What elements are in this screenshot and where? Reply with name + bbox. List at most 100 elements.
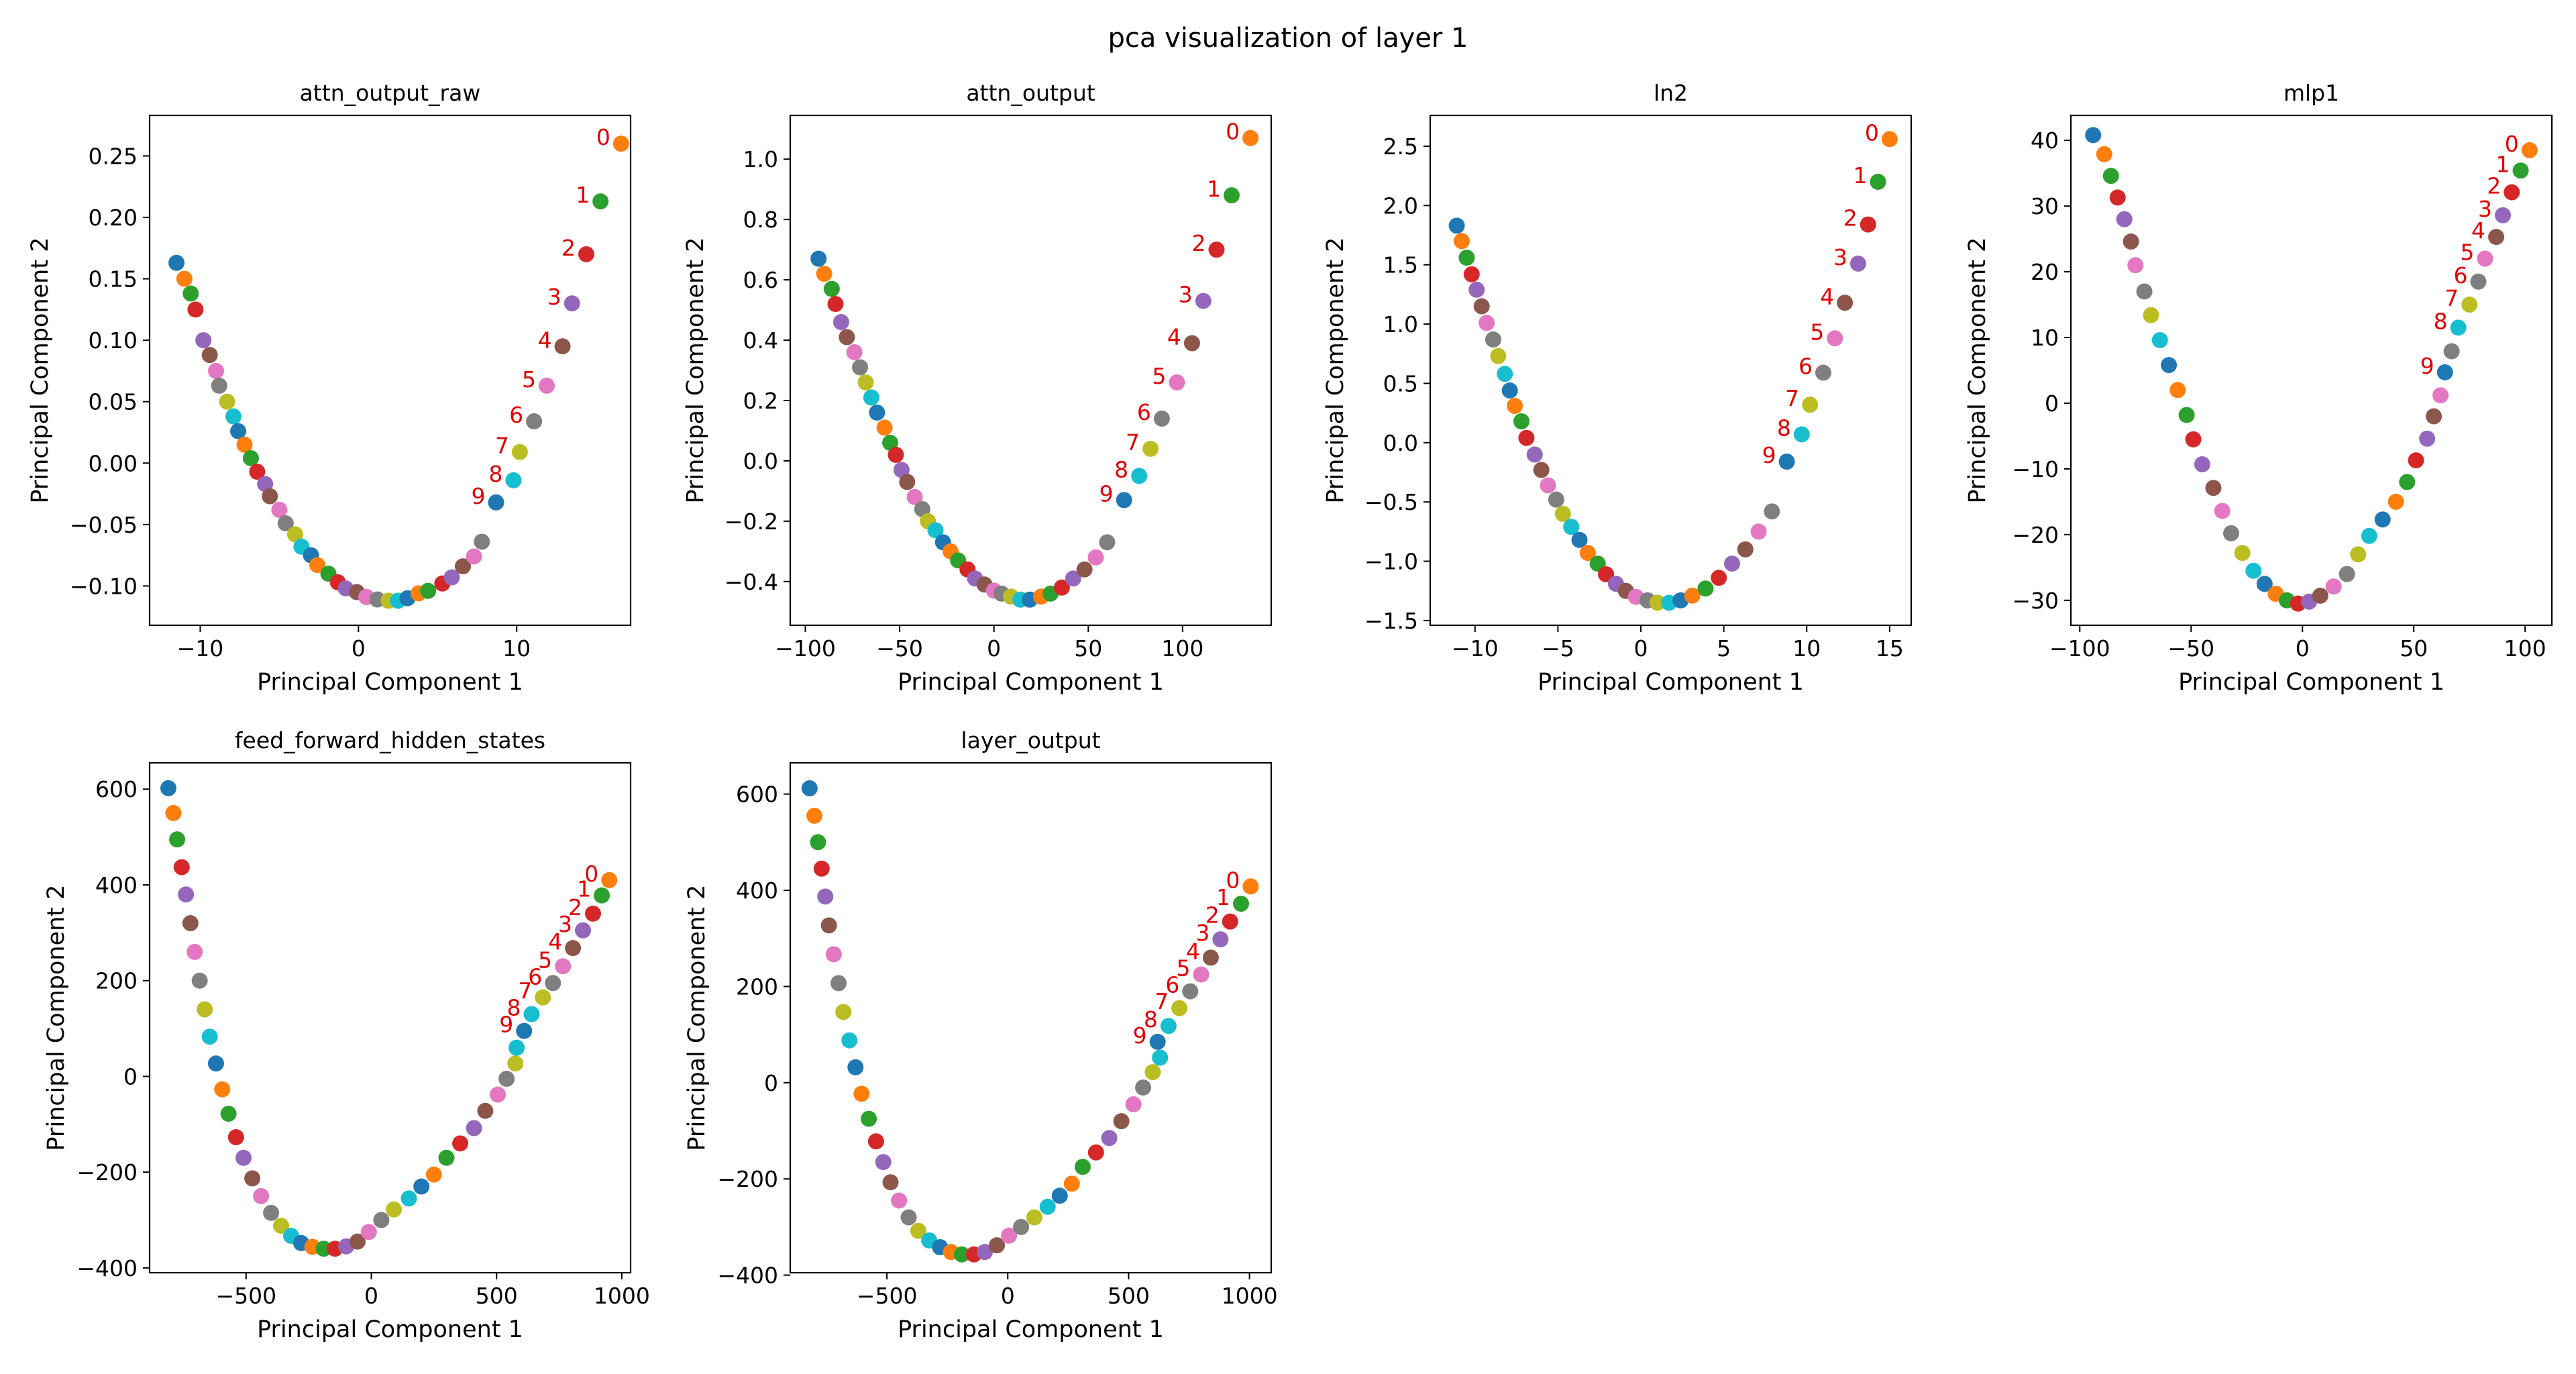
figure-title: pca visualization of layer 1 xyxy=(1108,23,1468,54)
scatter-point xyxy=(452,1135,469,1152)
scatter-point xyxy=(165,804,182,821)
y-tick-label: −10 xyxy=(2012,456,2059,482)
scatter-point-5 xyxy=(1193,966,1210,983)
x-tick-label: 500 xyxy=(476,1283,518,1309)
scatter-point xyxy=(2214,503,2231,519)
x-tick-label: 100 xyxy=(2504,635,2546,662)
scatter-point xyxy=(508,1039,525,1056)
scatter-point xyxy=(1063,1175,1080,1192)
scatter-point-7 xyxy=(2461,297,2478,313)
y-axis-label: Principal Component 2 xyxy=(682,237,709,504)
scatter-point xyxy=(1087,1144,1104,1161)
scatter-point xyxy=(1099,534,1116,551)
scatter-point-0 xyxy=(601,871,618,888)
scatter-point xyxy=(208,362,225,379)
x-tick-label: −100 xyxy=(2049,635,2110,662)
scatter-point xyxy=(2350,546,2367,563)
y-axis-label: Principal Component 2 xyxy=(1964,237,1991,504)
scatter-point-5 xyxy=(555,958,572,975)
scatter-point xyxy=(474,533,490,550)
scatter-point xyxy=(1571,531,1588,548)
x-tick-label: 0 xyxy=(352,635,366,662)
x-tick-label: 50 xyxy=(2400,635,2428,662)
scatter-point xyxy=(249,464,266,480)
x-axis-label: Principal Component 1 xyxy=(257,1316,523,1343)
point-label-3: 3 xyxy=(2478,196,2492,222)
scatter-point xyxy=(2432,387,2449,404)
scatter-point xyxy=(1697,580,1714,597)
y-tick-label: 0.20 xyxy=(89,205,138,231)
scatter-point xyxy=(244,1170,261,1187)
y-tick-label: 30 xyxy=(2031,193,2059,219)
y-tick-label: 400 xyxy=(95,872,138,898)
subplot-title: ln2 xyxy=(1654,80,1688,106)
scatter-point xyxy=(443,569,460,586)
y-tick-label: 0 xyxy=(2045,390,2059,417)
point-label-7: 7 xyxy=(1126,429,1140,456)
x-tick-label: 1000 xyxy=(1222,1283,1278,1309)
y-axis-label: Principal Component 2 xyxy=(684,885,710,1151)
scatter-point-9 xyxy=(1149,1033,1166,1050)
scatter-point-4 xyxy=(565,940,582,957)
scatter-point xyxy=(186,943,203,960)
scatter-point xyxy=(178,886,195,903)
scatter-point-7 xyxy=(1802,397,1819,413)
scatter-point xyxy=(953,1246,970,1263)
scatter-point-0 xyxy=(612,136,629,152)
scatter-point xyxy=(211,377,227,394)
scatter-point xyxy=(309,557,326,574)
subplot-title: layer_output xyxy=(961,727,1100,753)
scatter-point xyxy=(220,1106,237,1122)
scatter-point xyxy=(1554,505,1571,522)
point-label-5: 5 xyxy=(1152,363,1166,389)
point-label-1: 1 xyxy=(1207,176,1221,202)
scatter-point xyxy=(813,860,830,877)
scatter-point xyxy=(2361,527,2377,544)
x-tick-label: 0 xyxy=(1633,635,1648,662)
scatter-point-9 xyxy=(516,1022,533,1039)
y-tick-label: −0.05 xyxy=(70,512,138,538)
y-tick-label: 0.2 xyxy=(743,388,778,414)
scatter-point-8 xyxy=(1160,1018,1177,1035)
scatter-point-1 xyxy=(594,887,610,904)
point-label-0: 0 xyxy=(1226,119,1240,145)
scatter-point xyxy=(841,1032,858,1049)
y-tick-label: 2.0 xyxy=(1383,193,1418,219)
point-label-1: 1 xyxy=(2496,151,2510,177)
y-tick-label: −0.10 xyxy=(70,573,138,599)
x-axis-label: Principal Component 1 xyxy=(898,1316,1164,1343)
scatter-point-8 xyxy=(1131,468,1148,484)
y-tick-label: 0.10 xyxy=(89,327,138,354)
scatter-point-6 xyxy=(1815,364,1831,381)
scatter-point-5 xyxy=(2477,250,2493,267)
scatter-point-9 xyxy=(488,494,504,511)
scatter-point xyxy=(806,807,823,824)
scatter-point xyxy=(1485,331,1501,348)
scatter-point xyxy=(169,831,186,848)
scatter-point xyxy=(2194,456,2210,473)
scatter-point xyxy=(2443,343,2460,360)
scatter-point-0 xyxy=(1242,878,1259,895)
point-label-2: 2 xyxy=(568,894,582,920)
y-tick-label: 0 xyxy=(123,1063,138,1090)
scatter-point xyxy=(454,558,471,575)
scatter-point xyxy=(2408,452,2424,469)
y-tick-label: 1.0 xyxy=(1383,311,1418,337)
scatter-point xyxy=(201,347,218,364)
scatter-point xyxy=(914,500,930,517)
subplot-attn-output: attn_output 0 1 2 3 456 789 −100 −50 0 50 100 −0.4 −0… xyxy=(682,80,1273,696)
scatter-point xyxy=(893,462,910,478)
x-axis-label: Principal Component 1 xyxy=(2178,669,2445,696)
scatter-point xyxy=(160,780,177,796)
scatter-point xyxy=(1458,250,1475,266)
point-label-9: 9 xyxy=(472,483,486,509)
scatter-point xyxy=(882,434,899,451)
x-axis-label: Principal Component 1 xyxy=(898,669,1164,696)
scatter-point xyxy=(214,1081,231,1098)
scatter-point-7 xyxy=(511,443,528,460)
scatter-point xyxy=(1076,561,1093,578)
scatter-point xyxy=(2085,127,2102,144)
